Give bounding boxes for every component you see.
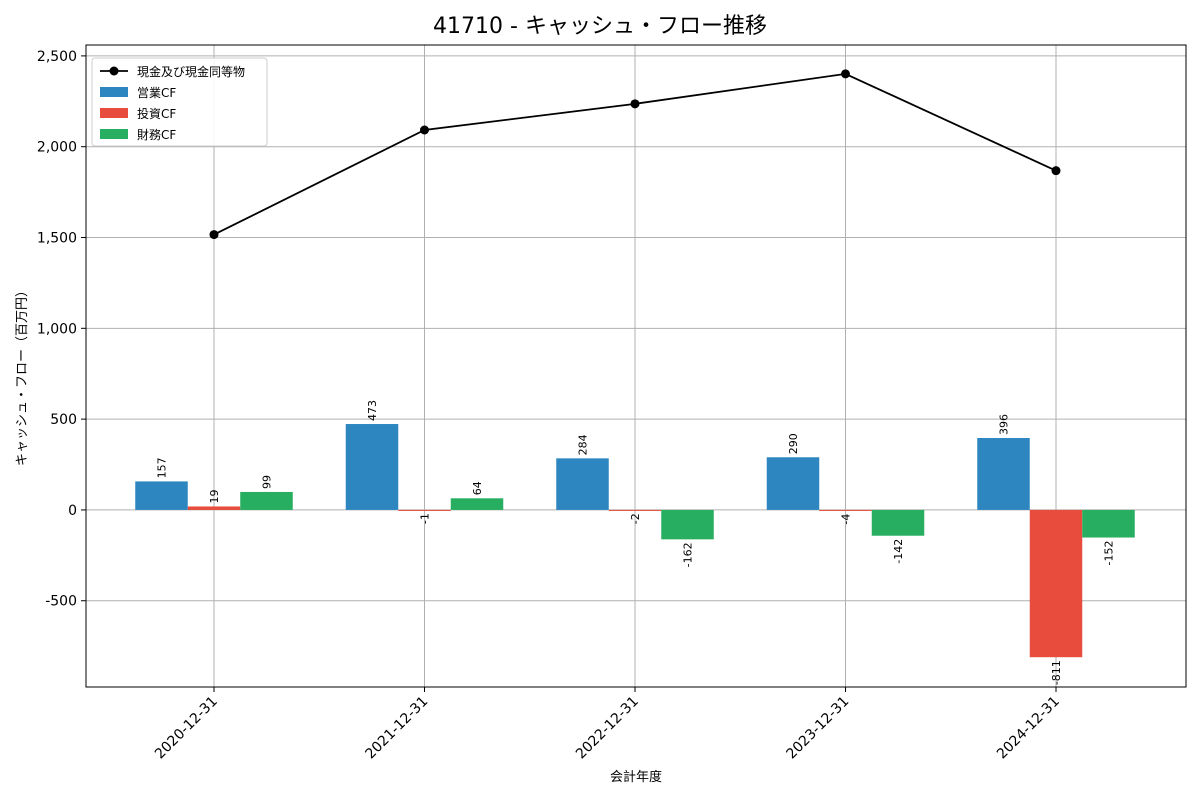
bar-投資CF-2020-12-31 xyxy=(187,506,241,510)
bar-value-label: 99 xyxy=(261,475,274,489)
bar-value-label: -162 xyxy=(682,542,695,567)
bar-value-label: -142 xyxy=(892,539,905,564)
x-tick-label: 2024-12-31 xyxy=(994,694,1063,763)
legend-swatch-営業CF xyxy=(100,87,128,97)
bar-value-label: 396 xyxy=(998,414,1011,435)
legend-label: 現金及び現金同等物 xyxy=(137,64,245,79)
legend-label: 財務CF xyxy=(137,127,176,142)
y-tick-label: 1,500 xyxy=(37,231,77,247)
bar-value-label: -4 xyxy=(840,514,853,525)
bar-投資CF-2022-12-31 xyxy=(608,509,662,511)
y-axis-label: キャッシュ・フロー（百万円） xyxy=(15,284,30,466)
bar-営業CF-2024-12-31 xyxy=(977,438,1030,510)
legend-label: 営業CF xyxy=(137,86,176,100)
legend-box xyxy=(91,57,268,147)
bar-財務CF-2021-12-31 xyxy=(450,498,504,510)
y-tick-label: 500 xyxy=(50,412,77,428)
y-tick-label: 0 xyxy=(68,503,77,519)
bar-投資CF-2021-12-31 xyxy=(398,509,451,511)
bar-営業CF-2023-12-31 xyxy=(766,457,820,510)
legend-swatch-投資CF xyxy=(100,108,128,118)
cash-point-2021-12-31 xyxy=(420,125,429,135)
y-tick-label: 2,500 xyxy=(37,49,77,65)
bar-value-label: -811 xyxy=(1050,660,1063,685)
bar-value-label: -152 xyxy=(1103,541,1116,566)
cash-point-2023-12-31 xyxy=(841,69,850,79)
bar-value-label: 473 xyxy=(366,400,379,421)
bar-財務CF-2024-12-31 xyxy=(1082,509,1135,538)
plot-area xyxy=(86,45,1186,687)
bar-value-label: -1 xyxy=(419,513,432,524)
x-axis-label: 会計年度 xyxy=(610,769,662,785)
plot-frame xyxy=(85,44,1187,688)
bar-財務CF-2022-12-31 xyxy=(661,509,714,540)
legend-marker xyxy=(109,66,119,76)
bar-財務CF-2020-12-31 xyxy=(240,491,293,510)
cash-point-2022-12-31 xyxy=(630,99,640,109)
cash-point-2020-12-31 xyxy=(209,230,219,240)
bar-value-label: 64 xyxy=(471,481,484,495)
x-tick-label: 2023-12-31 xyxy=(783,694,852,763)
cash-point-2024-12-31 xyxy=(1051,166,1061,176)
bar-value-label: -2 xyxy=(629,513,642,524)
bar-営業CF-2021-12-31 xyxy=(345,424,399,510)
x-tick-label: 2022-12-31 xyxy=(573,694,642,763)
y-tick-label: 1,000 xyxy=(37,321,77,337)
bar-value-label: 284 xyxy=(577,434,590,455)
bar-営業CF-2022-12-31 xyxy=(556,458,609,510)
legend-label: 投資CF xyxy=(137,106,176,121)
bar-財務CF-2023-12-31 xyxy=(871,509,925,536)
bar-value-label: 157 xyxy=(156,457,169,478)
bar-value-label: 290 xyxy=(787,433,800,454)
x-tick-label: 2020-12-31 xyxy=(152,694,221,763)
y-tick-label: 2,000 xyxy=(37,140,77,156)
bar-投資CF-2023-12-31 xyxy=(819,509,872,511)
bar-営業CF-2020-12-31 xyxy=(135,481,188,510)
bar-value-label: 19 xyxy=(208,489,221,503)
chart-title: 41710 - キャッシュ・フロー推移 xyxy=(433,14,767,39)
x-tick-label: 2021-12-31 xyxy=(362,694,431,763)
bar-投資CF-2024-12-31 xyxy=(1029,509,1083,658)
legend-swatch-財務CF xyxy=(100,129,128,139)
y-tick-label: -500 xyxy=(45,594,77,610)
